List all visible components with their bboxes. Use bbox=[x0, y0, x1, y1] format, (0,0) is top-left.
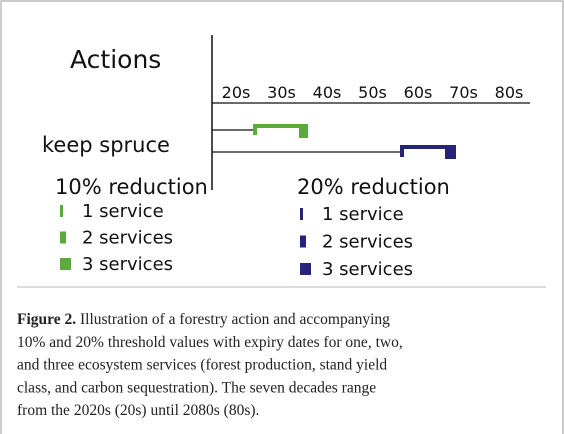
action-label: keep spruce bbox=[42, 133, 170, 157]
decade-label: 60s bbox=[404, 83, 433, 102]
legend-swatch bbox=[300, 235, 306, 248]
legend-swatch bbox=[60, 258, 71, 270]
legend-item: 2 services bbox=[322, 232, 413, 253]
legend-title: 20% reduction bbox=[297, 175, 450, 199]
decade-label: 40s bbox=[313, 83, 342, 102]
legend-swatch bbox=[300, 208, 303, 220]
caption-line: from the 2020s (20s) until 2080s (80s). bbox=[17, 402, 259, 419]
caption-line: class, and carbon sequestration). The se… bbox=[17, 379, 376, 396]
caption-text: Illustration of a forestry action and ac… bbox=[76, 311, 390, 328]
legend-item: 1 service bbox=[322, 204, 404, 225]
green-bracket bbox=[253, 124, 308, 128]
legend-title: 10% reduction bbox=[55, 175, 208, 199]
row-header: Actions bbox=[70, 45, 161, 74]
legend-swatch bbox=[300, 263, 311, 275]
decade-label: 50s bbox=[358, 83, 387, 102]
legend-item: 3 services bbox=[322, 259, 413, 280]
legend-item: 1 service bbox=[82, 201, 164, 222]
green-bracket-end bbox=[299, 124, 308, 138]
caption-line: and three ecosystem services (forest pro… bbox=[17, 357, 387, 374]
navy-bracket-end bbox=[445, 145, 456, 159]
decade-label: 20s bbox=[222, 83, 251, 102]
decade-label: 70s bbox=[449, 83, 478, 102]
caption-line: Figure 2. Illustration of a forestry act… bbox=[17, 311, 390, 328]
legend-item: 2 services bbox=[82, 228, 173, 249]
legend-swatch bbox=[60, 205, 63, 217]
navy-bracket bbox=[400, 145, 456, 149]
caption-line: 10% and 20% threshold values with expiry… bbox=[17, 334, 403, 351]
navy-bracket-start bbox=[400, 145, 404, 157]
legend-swatch bbox=[60, 231, 66, 244]
legend-item: 3 services bbox=[82, 254, 173, 275]
caption-label: Figure 2. bbox=[17, 311, 76, 328]
decade-label: 30s bbox=[267, 83, 296, 102]
decade-label: 80s bbox=[495, 83, 524, 102]
green-bracket-start bbox=[253, 124, 257, 135]
